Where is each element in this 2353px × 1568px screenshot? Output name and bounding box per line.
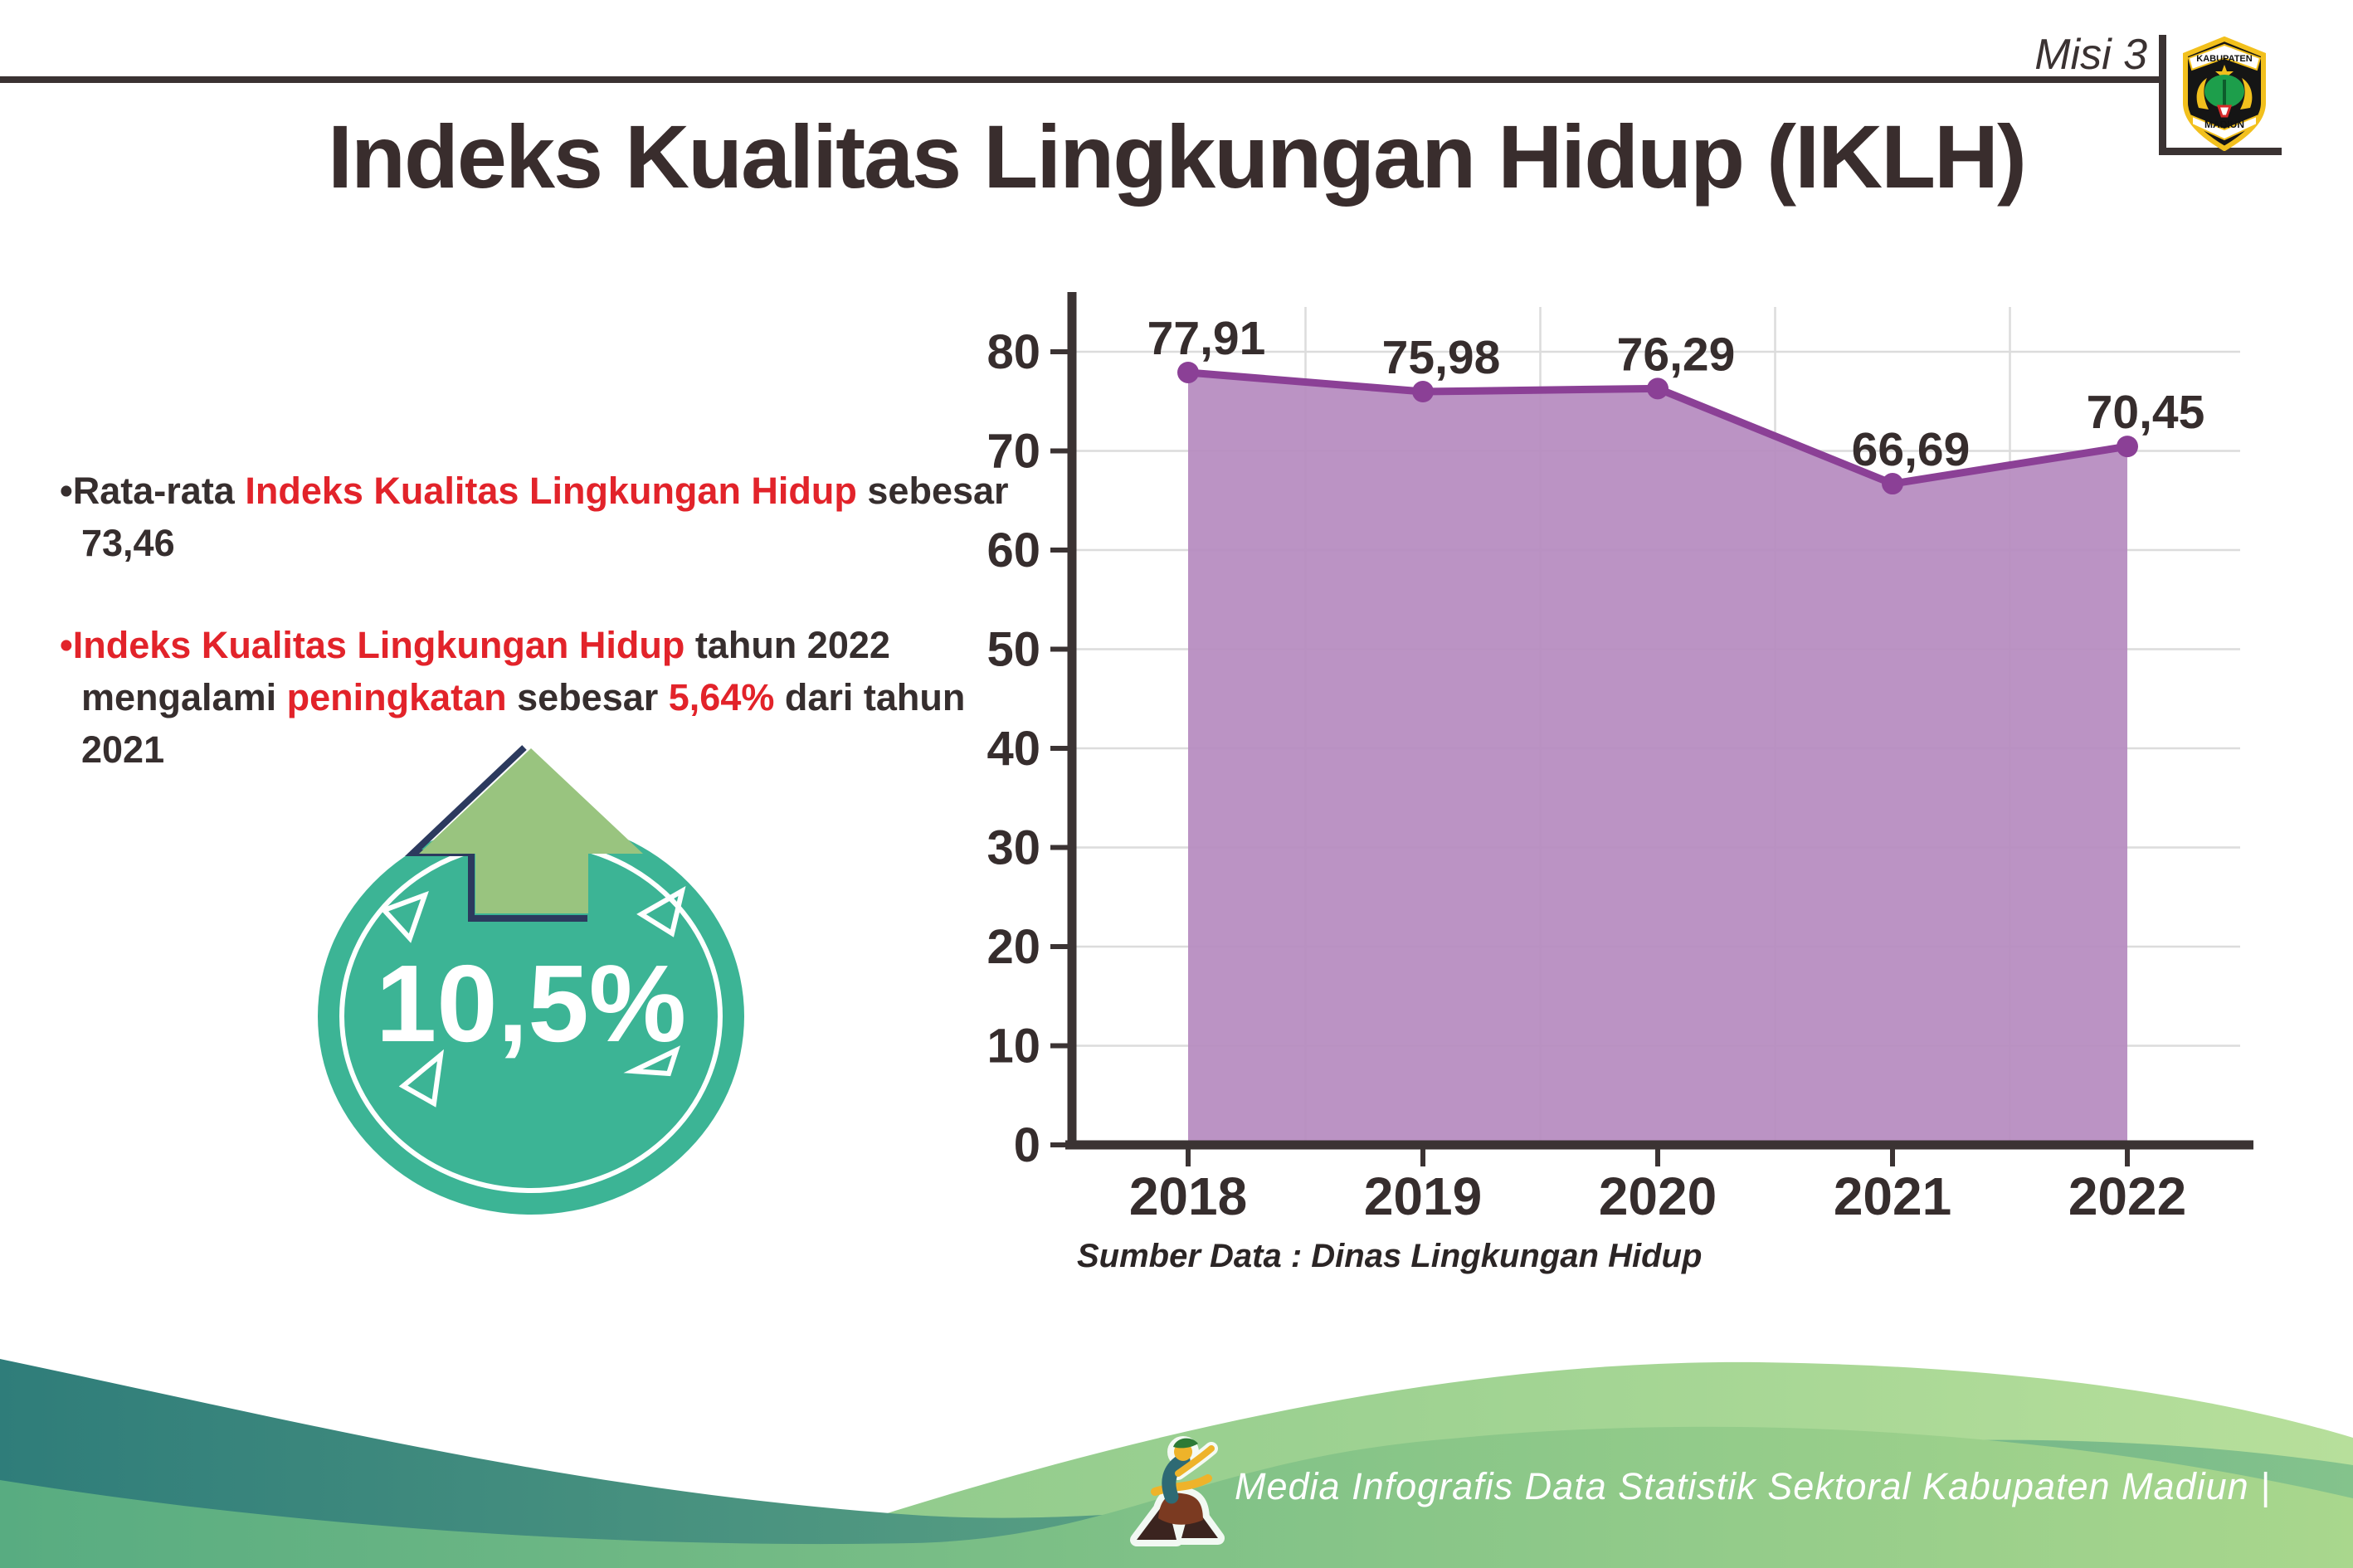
logo-bracket-vertical — [2159, 35, 2166, 155]
logo-bracket-horizontal — [2159, 148, 2282, 155]
header-rule — [0, 76, 2162, 83]
bullet2-text-dark3: dari tahun 2021 — [81, 676, 966, 771]
bullet2-text-dark2: sebesar — [506, 676, 669, 718]
svg-text:60: 60 — [987, 523, 1040, 577]
bullet2-text-red2: peningkatan — [286, 676, 507, 718]
footer-wave-graphic — [0, 1359, 2353, 1568]
svg-text:76,29: 76,29 — [1617, 328, 1736, 381]
misi-label: Misi 3 — [2034, 31, 2147, 79]
svg-text:75,98: 75,98 — [1382, 331, 1501, 384]
svg-text:50: 50 — [987, 623, 1040, 677]
iklh-area-chart: 77,91 75,98 76,29 66,69 70,45 0 10 20 30 40 50 60 70… — [979, 282, 2273, 1303]
svg-text:2020: 2020 — [1599, 1166, 1717, 1226]
svg-text:40: 40 — [987, 722, 1040, 776]
kabupaten-madiun-logo-icon: KABUPATEN MADIUN — [2183, 37, 2266, 151]
svg-text:10: 10 — [987, 1020, 1040, 1074]
bullet2-text-red3: 5,64% — [668, 676, 775, 718]
bullet1-text-dark1: •Rata-rata — [60, 470, 246, 512]
bullet1-text-red: Indeks Kualitas Lingkungan Hidup — [245, 470, 857, 512]
increase-badge: 10,5% — [318, 745, 744, 1215]
svg-text:0: 0 — [1014, 1118, 1040, 1172]
svg-text:2021: 2021 — [1834, 1166, 1951, 1226]
sparkle-triangles — [379, 885, 686, 1108]
svg-text:80: 80 — [987, 325, 1040, 379]
svg-text:30: 30 — [987, 821, 1040, 875]
bullet2-text-dark1: tahun 2022 mengalami — [81, 624, 890, 718]
svg-text:20: 20 — [987, 920, 1040, 974]
badge-percentage-value: 10,5% — [376, 942, 686, 1064]
svg-text:70: 70 — [987, 425, 1040, 479]
svg-text:2018: 2018 — [1129, 1166, 1247, 1226]
up-arrow-icon — [419, 748, 643, 913]
insight-bullet-average: •Rata-rata Indeks Kualitas Lingkungan Hi… — [60, 465, 1035, 569]
svg-text:2022: 2022 — [2068, 1166, 2186, 1226]
page-title: Indeks Kualitas Lingkungan Hidup (IKLH) — [327, 106, 2027, 207]
logo-bottom-text: MADIUN — [2204, 119, 2244, 130]
mascot-icon — [1130, 1436, 1225, 1546]
insight-bullet-increase: •Indeks Kualitas Lingkungan Hidup tahun … — [60, 619, 1035, 776]
svg-text:66,69: 66,69 — [1852, 423, 1971, 476]
badge-circle — [318, 818, 744, 1215]
bullet1-text-dark2: sebesar 73,46 — [81, 470, 1009, 564]
source-note: Sumber Data : Dinas Lingkungan Hidup — [1077, 1238, 1703, 1274]
footer-credit: Media Infografis Data Statistik Sektoral… — [1235, 1465, 2271, 1507]
bullet2-text-red1: •Indeks Kualitas Lingkungan Hidup — [60, 624, 685, 666]
svg-text:70,45: 70,45 — [2087, 386, 2205, 439]
svg-text:77,91: 77,91 — [1147, 312, 1266, 365]
logo-top-text: KABUPATEN — [2196, 54, 2252, 64]
svg-text:2019: 2019 — [1364, 1166, 1482, 1226]
